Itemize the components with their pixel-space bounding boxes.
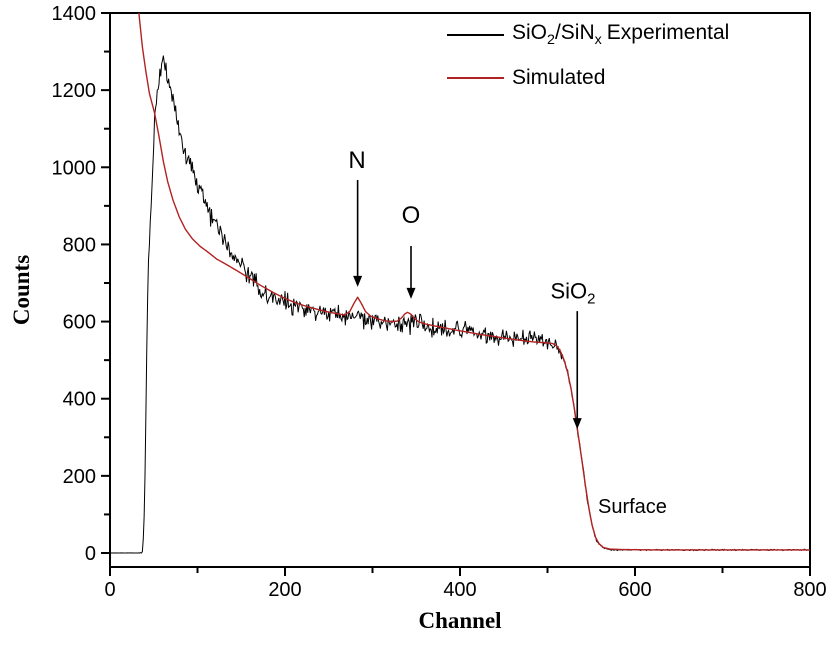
y-tick-label: 200 bbox=[63, 466, 96, 488]
legend-experimental-pre: SiO bbox=[512, 21, 548, 45]
x-tick-label: 200 bbox=[268, 579, 301, 601]
x-tick-label: 0 bbox=[104, 579, 115, 601]
y-tick-label: 1200 bbox=[52, 80, 97, 102]
x-tick-label: 800 bbox=[793, 579, 826, 601]
y-tick-label: 1400 bbox=[52, 3, 97, 25]
plot-frame bbox=[109, 12, 811, 568]
sio2-annotation-pre: SiO bbox=[550, 278, 588, 304]
legend-label-simulated: Simulated bbox=[512, 66, 606, 89]
nitrogen-annotation-label: N bbox=[348, 147, 366, 174]
sio2-annotation-sub: 2 bbox=[587, 290, 596, 308]
y-tick-label: 0 bbox=[85, 543, 96, 565]
surface-annotation-label: Surface bbox=[598, 496, 667, 518]
legend-experimental-sub1: 2 bbox=[547, 32, 555, 49]
x-tick-label: 600 bbox=[618, 579, 651, 601]
legend-experimental-sub2: x bbox=[594, 32, 602, 49]
legend-label-experimental: SiO2/SiNx Experimental bbox=[512, 21, 729, 48]
x-tick-label: 400 bbox=[443, 579, 476, 601]
y-tick-label: 600 bbox=[63, 312, 96, 334]
legend: SiO2/SiNx Experimental Simulated bbox=[447, 21, 729, 91]
legend-experimental-post: Experimental bbox=[606, 21, 730, 45]
y-tick-label: 400 bbox=[63, 389, 96, 411]
experimental-line-swatch bbox=[447, 34, 504, 36]
simulated-curve bbox=[138, 13, 810, 551]
y-tick-label: 1000 bbox=[52, 157, 97, 179]
legend-experimental-mid: /SiN bbox=[554, 21, 595, 45]
sio2-annotation-label: SiO2 bbox=[550, 278, 595, 307]
legend-entry-simulated: Simulated bbox=[447, 65, 729, 91]
o-arrowhead bbox=[406, 287, 416, 299]
y-axis-title: Counts bbox=[9, 254, 34, 326]
legend-entry-experimental: SiO2/SiNx Experimental bbox=[447, 21, 729, 49]
sio2-arrowhead bbox=[572, 418, 582, 430]
n-arrowhead bbox=[353, 275, 363, 287]
simulated-line-swatch bbox=[447, 77, 504, 79]
experimental-curve bbox=[110, 55, 810, 554]
x-axis-title: Channel bbox=[418, 608, 502, 633]
y-tick-label: 800 bbox=[63, 234, 96, 256]
oxygen-annotation-label: O bbox=[401, 202, 421, 229]
